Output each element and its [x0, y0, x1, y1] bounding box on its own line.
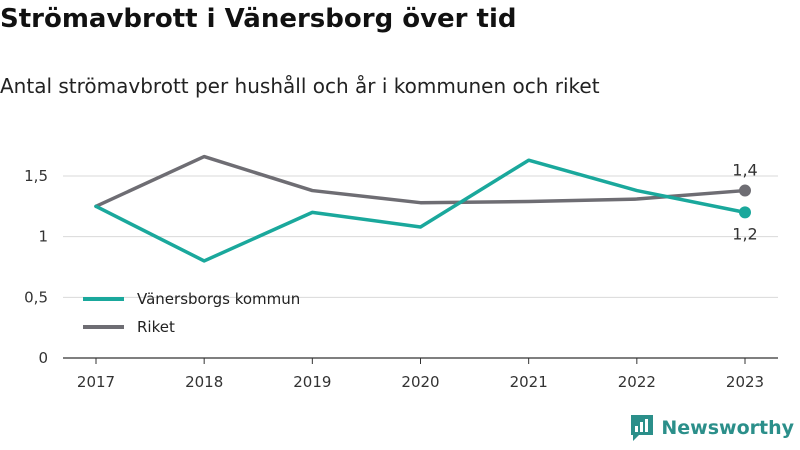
- end-value-label: 1,4: [732, 161, 757, 180]
- brand-logo: Newsworthy: [629, 412, 794, 444]
- gridlines: [63, 175, 778, 298]
- y-tick-label: 1,5: [24, 167, 48, 185]
- legend-label: Riket: [137, 318, 175, 336]
- series-lines: [94, 154, 751, 263]
- end-value-label: 1,2: [732, 224, 757, 243]
- series-end-point: [739, 206, 751, 219]
- newsworthy-logo-icon: [631, 415, 654, 441]
- series-end-point: [739, 184, 751, 197]
- legend-label: Vänersborgs kommun: [137, 290, 300, 308]
- x-tick-label: 2023: [726, 373, 764, 391]
- x-tick-label: 2021: [510, 373, 548, 391]
- x-tick-label: 2020: [401, 373, 439, 391]
- x-tick-label: 2017: [77, 373, 115, 391]
- chart-subtitle: Antal strömavbrott per hushåll och år i …: [0, 74, 600, 98]
- x-tick-label: 2022: [618, 373, 656, 391]
- x-axis: [63, 357, 778, 364]
- y-tick-label: 0: [38, 349, 48, 367]
- x-axis-tick-labels: 2017 2018 2019 2020 2021 2022 2023: [77, 373, 764, 391]
- y-tick-label: 0,5: [24, 288, 48, 306]
- x-tick-label: 2018: [185, 373, 223, 391]
- x-tick-label: 2019: [293, 373, 331, 391]
- chart-title: Strömavbrott i Vänersborg över tid: [0, 4, 517, 34]
- series-line: [94, 154, 747, 209]
- y-tick-label: 1: [38, 228, 48, 246]
- y-axis-tick-labels: 0 0,5 1 1,5: [24, 167, 48, 367]
- end-labels: 1,4 1,2: [732, 161, 757, 244]
- brand-name: Newsworthy: [661, 417, 794, 439]
- legend: Vänersborgs kommun Riket: [83, 290, 300, 336]
- series-line: [94, 158, 747, 263]
